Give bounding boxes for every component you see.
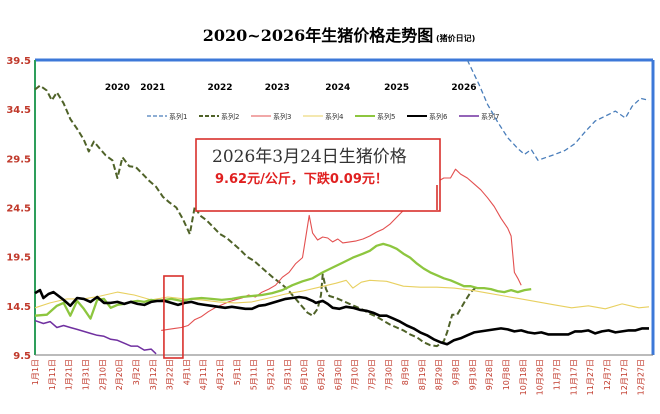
x-tick-label: 1月31日 — [81, 359, 90, 390]
year-label: 2026 — [451, 83, 476, 93]
x-tick-label: 4月21日 — [216, 359, 225, 390]
x-tick-label: 2月10日 — [98, 359, 107, 390]
year-label: 2021 — [140, 83, 165, 93]
x-tick-label: 5月31日 — [283, 359, 292, 390]
series-line-1 — [466, 59, 650, 161]
y-tick-label: 24.5 — [6, 204, 31, 215]
series-line-5 — [34, 242, 532, 320]
y-tick-label: 14.5 — [6, 302, 31, 313]
series-line-2 — [34, 84, 479, 348]
x-tick-label: 4月11日 — [199, 359, 208, 390]
x-tick-label: 5月21日 — [267, 359, 276, 390]
x-tick-label: 7月20日 — [367, 359, 376, 390]
x-tick-label: 1月21日 — [65, 359, 74, 390]
x-tick-label: 6月20日 — [317, 359, 326, 390]
annotation-box — [195, 138, 441, 212]
x-tick-label: 7月10日 — [351, 359, 360, 390]
annotation-text: 9.62元/公斤，下跌0.09元！ — [215, 171, 388, 187]
year-label: 2024 — [325, 83, 350, 93]
series-line-4 — [34, 279, 650, 310]
x-tick-label: 9月8日 — [452, 359, 461, 385]
x-tick-label: 12月27日 — [637, 359, 646, 395]
y-tick-label: 39.5 — [6, 56, 31, 67]
x-tick-label: 8月9日 — [401, 359, 410, 385]
y-tick-label: 19.5 — [6, 253, 31, 264]
y-tick-label: 9.5 — [13, 351, 31, 362]
x-tick-label: 9月28日 — [485, 359, 494, 390]
year-label: 2022 — [208, 83, 233, 93]
x-tick-label: 8月29日 — [435, 359, 444, 390]
x-tick-label: 10月18日 — [519, 359, 528, 395]
x-tick-label: 5月1日 — [233, 359, 242, 385]
highlight-marker — [163, 275, 184, 359]
y-tick-label: 29.5 — [6, 154, 31, 165]
x-tick-label: 3月2日 — [132, 359, 141, 385]
x-tick-label: 7月30日 — [384, 359, 393, 390]
chart-subtitle: (猪价日记) — [436, 33, 475, 43]
x-tick-label: 10月8日 — [502, 359, 511, 390]
x-tick-label: 12月7日 — [603, 359, 612, 390]
x-tick-label: 5月11日 — [250, 359, 259, 390]
x-tick-label: 4月1日 — [182, 359, 191, 385]
x-tick-label: 3月12日 — [149, 359, 158, 390]
x-tick-label: 6月10日 — [300, 359, 309, 390]
x-tick-label: 11月27日 — [586, 359, 595, 395]
legend-label: 系列3 — [273, 112, 291, 121]
x-tick-label: 2月20日 — [115, 359, 124, 390]
x-tick-label: 8月19日 — [418, 359, 427, 390]
annotation-title: 2026年3月24日生猪价格 — [212, 147, 407, 167]
series-line-7 — [34, 319, 157, 355]
legend-label: 系列2 — [221, 112, 239, 121]
x-tick-label: 3月22日 — [166, 359, 175, 390]
legend-label: 系列4 — [325, 112, 344, 121]
x-tick-label: 6月30日 — [334, 359, 343, 390]
x-tick-label: 11月7日 — [552, 359, 561, 390]
year-label: 2025 — [384, 83, 409, 93]
chart-title: 2020~2026年生猪价格走势图 — [203, 26, 433, 45]
legend-label: 系列6 — [429, 112, 448, 121]
x-tick-label: 1月11日 — [48, 359, 57, 390]
x-tick-label: 9月18日 — [468, 359, 477, 390]
legend-label: 系列1 — [169, 112, 187, 121]
x-tick-label: 1月1日 — [31, 359, 40, 385]
y-tick-label: 34.5 — [6, 105, 31, 116]
year-label: 2020 — [105, 83, 130, 93]
legend-label: 系列7 — [481, 112, 499, 121]
series-line-6 — [34, 288, 649, 346]
year-label: 2023 — [265, 83, 290, 93]
x-tick-label: 12月17日 — [620, 359, 629, 395]
x-tick-label: 11月17日 — [569, 359, 578, 395]
x-tick-label: 10月28日 — [536, 359, 545, 395]
legend-label: 系列5 — [377, 112, 395, 121]
